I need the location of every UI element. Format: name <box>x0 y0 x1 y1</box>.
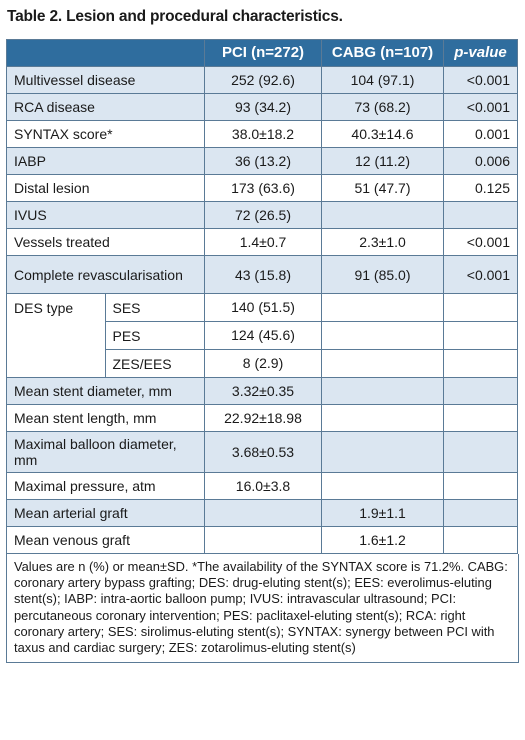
pci-value <box>204 526 322 554</box>
p-value: 0.125 <box>443 174 518 202</box>
pci-value: 3.68±0.53 <box>204 431 322 473</box>
table-row: Multivessel disease 252 (92.6) 104 (97.1… <box>6 66 518 94</box>
row-label: Mean stent diameter, mm <box>6 377 205 405</box>
pci-value: 93 (34.2) <box>204 93 322 121</box>
p-value <box>443 472 518 500</box>
pci-value: 36 (13.2) <box>204 147 322 175</box>
cabg-value: 73 (68.2) <box>321 93 444 121</box>
row-label: RCA disease <box>6 93 205 121</box>
p-value <box>443 404 518 432</box>
table-row: Complete revascularisation 43 (15.8) 91 … <box>6 255 518 294</box>
cabg-value: 12 (11.2) <box>321 147 444 175</box>
row-label: IVUS <box>6 201 205 229</box>
des-type-group: DES type SES PES ZES/EES <box>6 293 205 378</box>
cabg-value: 1.6±1.2 <box>321 526 444 554</box>
p-value: <0.001 <box>443 228 518 256</box>
table-row: Distal lesion 173 (63.6) 51 (47.7) 0.125 <box>6 174 518 202</box>
p-value <box>443 431 518 473</box>
header-pci: PCI (n=272) <box>204 39 322 67</box>
row-label: SYNTAX score* <box>6 120 205 148</box>
table-row: Mean arterial graft 1.9±1.1 <box>6 499 518 527</box>
row-label: IABP <box>6 147 205 175</box>
row-label: Mean arterial graft <box>6 499 205 527</box>
pci-value: 43 (15.8) <box>204 255 322 294</box>
table-row: IVUS 72 (26.5) <box>6 201 518 229</box>
pci-value: 173 (63.6) <box>204 174 322 202</box>
des-pci-group: 140 (51.5) 124 (45.6) 8 (2.9) <box>204 293 322 378</box>
table-footnote: Values are n (%) or mean±SD. *The availa… <box>6 554 519 664</box>
p-value: 0.006 <box>443 147 518 175</box>
pci-value: 8 (2.9) <box>242 355 284 371</box>
cabg-value: 2.3±1.0 <box>321 228 444 256</box>
cabg-value: 40.3±14.6 <box>321 120 444 148</box>
p-value <box>443 377 518 405</box>
p-value <box>443 499 518 527</box>
row-label: Mean venous graft <box>6 526 205 554</box>
des-cabg-group <box>321 293 444 378</box>
table-row: Mean stent diameter, mm 3.32±0.35 <box>6 377 518 405</box>
cabg-value <box>322 350 443 377</box>
pci-value: 22.92±18.98 <box>204 404 322 432</box>
table-row: IABP 36 (13.2) 12 (11.2) 0.006 <box>6 147 518 175</box>
pci-value: 124 (45.6) <box>205 322 321 350</box>
pci-value: 140 (51.5) <box>205 294 321 322</box>
cabg-value: 104 (97.1) <box>321 66 444 94</box>
p-value <box>443 526 518 554</box>
pci-value: 3.32±0.35 <box>204 377 322 405</box>
p-value <box>444 294 517 322</box>
table-row: Mean venous graft 1.6±1.2 <box>6 526 518 554</box>
table-row: Vessels treated 1.4±0.7 2.3±1.0 <0.001 <box>6 228 518 256</box>
table-row: Mean stent length, mm 22.92±18.98 <box>6 404 518 432</box>
pci-value: 16.0±3.8 <box>204 472 322 500</box>
header-cabg: CABG (n=107) <box>321 39 444 67</box>
pci-value: 252 (92.6) <box>204 66 322 94</box>
row-label: Maximal balloon diameter, mm <box>6 431 205 473</box>
p-value <box>444 322 517 350</box>
p-value: <0.001 <box>443 93 518 121</box>
p-value: 0.001 <box>443 120 518 148</box>
p-value <box>444 350 517 377</box>
cabg-value <box>322 294 443 322</box>
pci-value: 1.4±0.7 <box>204 228 322 256</box>
cabg-value <box>321 377 444 405</box>
cabg-value: 1.9±1.1 <box>321 499 444 527</box>
row-label: Maximal pressure, atm <box>6 472 205 500</box>
cabg-value: 51 (47.7) <box>321 174 444 202</box>
table-row: Maximal pressure, atm 16.0±3.8 <box>6 472 518 500</box>
pci-value <box>204 499 322 527</box>
cabg-value <box>321 472 444 500</box>
row-label: Vessels treated <box>6 228 205 256</box>
des-p-group <box>443 293 518 378</box>
table-row: SYNTAX score* 38.0±18.2 40.3±14.6 0.001 <box>6 120 518 148</box>
cabg-value: 91 (85.0) <box>321 255 444 294</box>
des-type-label: DES type <box>7 294 106 377</box>
table-row: RCA disease 93 (34.2) 73 (68.2) <0.001 <box>6 93 518 121</box>
des-sub-label: ZES/EES <box>105 349 205 377</box>
header-pvalue: p-value <box>443 39 518 67</box>
cabg-value <box>321 431 444 473</box>
row-label: Mean stent length, mm <box>6 404 205 432</box>
p-value <box>443 201 518 229</box>
p-value: <0.001 <box>443 255 518 294</box>
cabg-value <box>322 322 443 350</box>
cabg-value <box>321 404 444 432</box>
header-row: PCI (n=272) CABG (n=107) p-value <box>6 39 518 67</box>
p-value: <0.001 <box>443 66 518 94</box>
des-type-row: DES type SES PES ZES/EES 140 (51.5) 124 … <box>6 293 518 378</box>
table-row: Maximal balloon diameter, mm 3.68±0.53 <box>6 431 518 473</box>
cabg-value <box>321 201 444 229</box>
row-label: Distal lesion <box>6 174 205 202</box>
header-blank <box>6 39 205 67</box>
des-sub-label: PES <box>105 321 205 350</box>
pci-value: 72 (26.5) <box>204 201 322 229</box>
row-label: Multivessel disease <box>6 66 205 94</box>
row-label: Complete revascularisation <box>6 255 205 294</box>
characteristics-table: PCI (n=272) CABG (n=107) p-value Multive… <box>6 39 518 554</box>
table-title: Table 2. Lesion and procedural character… <box>7 8 343 25</box>
pci-value: 38.0±18.2 <box>204 120 322 148</box>
des-sub-label: SES <box>105 294 205 322</box>
